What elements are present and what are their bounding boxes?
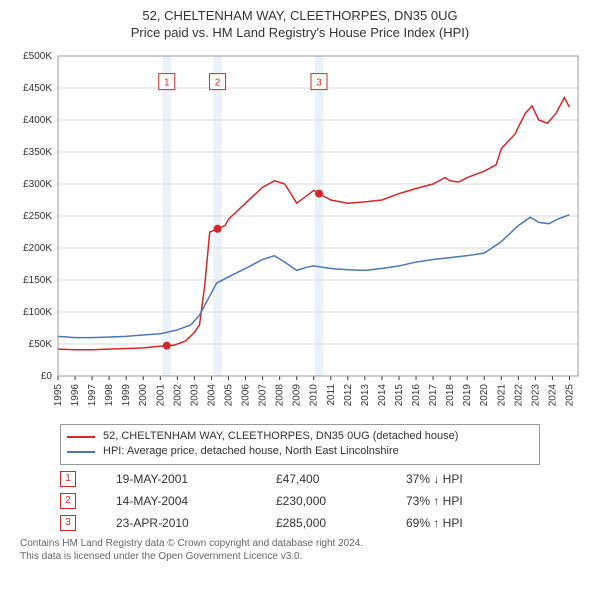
- svg-text:2003: 2003: [189, 383, 200, 406]
- svg-text:1997: 1997: [87, 383, 98, 406]
- svg-text:2002: 2002: [172, 383, 183, 406]
- svg-text:£0: £0: [41, 371, 53, 382]
- event-marker-num: 2: [215, 77, 221, 88]
- legend-row: 52, CHELTENHAM WAY, CLEETHORPES, DN35 0U…: [67, 429, 533, 444]
- svg-text:2013: 2013: [360, 383, 371, 406]
- svg-text:2022: 2022: [513, 383, 524, 406]
- event-dot: [315, 189, 323, 197]
- svg-text:£100K: £100K: [23, 307, 52, 318]
- svg-text:2009: 2009: [292, 383, 303, 406]
- event-marker-num: 1: [164, 77, 170, 88]
- svg-text:2008: 2008: [275, 383, 286, 406]
- event-marker: 3: [60, 515, 76, 531]
- event-price: £285,000: [276, 516, 366, 530]
- svg-text:£450K: £450K: [23, 83, 52, 94]
- svg-text:£50K: £50K: [29, 339, 53, 350]
- svg-text:1996: 1996: [70, 383, 81, 406]
- legend-row: HPI: Average price, detached house, Nort…: [67, 444, 533, 459]
- svg-text:£350K: £350K: [23, 147, 52, 158]
- chart-area: £0 £50K £100K £150K £200K £250K £300K £350K £400…: [10, 46, 590, 416]
- svg-text:2021: 2021: [496, 383, 507, 406]
- legend-swatch: [67, 436, 95, 438]
- svg-text:1995: 1995: [53, 383, 64, 406]
- legend-label: 52, CHELTENHAM WAY, CLEETHORPES, DN35 0U…: [103, 429, 458, 444]
- svg-text:2004: 2004: [206, 383, 217, 406]
- event-dot: [163, 342, 171, 350]
- svg-text:£250K: £250K: [23, 211, 52, 222]
- legend: 52, CHELTENHAM WAY, CLEETHORPES, DN35 0U…: [60, 424, 540, 465]
- svg-text:2018: 2018: [445, 383, 456, 406]
- event-row: 3 23-APR-2010 £285,000 69% ↑ HPI: [60, 515, 590, 531]
- legend-swatch: [67, 451, 95, 453]
- svg-text:1999: 1999: [121, 383, 132, 406]
- svg-text:2020: 2020: [479, 383, 490, 406]
- svg-text:£300K: £300K: [23, 179, 52, 190]
- event-pct: 37% ↓ HPI: [406, 472, 496, 486]
- legend-label: HPI: Average price, detached house, Nort…: [103, 444, 399, 459]
- footer-line-1: Contains HM Land Registry data © Crown c…: [20, 537, 590, 550]
- event-marker: 2: [60, 493, 76, 509]
- svg-text:2011: 2011: [326, 383, 337, 405]
- svg-text:2023: 2023: [530, 383, 541, 406]
- event-date: 19-MAY-2001: [116, 472, 236, 486]
- svg-text:1998: 1998: [104, 383, 115, 406]
- svg-text:2005: 2005: [223, 383, 234, 406]
- svg-text:2017: 2017: [428, 383, 439, 406]
- svg-text:2024: 2024: [547, 383, 558, 406]
- event-pct: 73% ↑ HPI: [406, 494, 496, 508]
- chart-subtitle: Price paid vs. HM Land Registry's House …: [10, 25, 590, 40]
- event-marker: 1: [60, 471, 76, 487]
- event-pct: 69% ↑ HPI: [406, 516, 496, 530]
- svg-text:2012: 2012: [343, 383, 354, 406]
- event-price: £230,000: [276, 494, 366, 508]
- event-row: 1 19-MAY-2001 £47,400 37% ↓ HPI: [60, 471, 590, 487]
- svg-text:2007: 2007: [258, 383, 269, 406]
- event-date: 14-MAY-2004: [116, 494, 236, 508]
- svg-text:2001: 2001: [155, 383, 166, 406]
- footer-line-2: This data is licensed under the Open Gov…: [20, 550, 590, 563]
- svg-text:2014: 2014: [377, 383, 388, 406]
- svg-text:2015: 2015: [394, 383, 405, 406]
- svg-text:2016: 2016: [411, 383, 422, 406]
- event-row: 2 14-MAY-2004 £230,000 73% ↑ HPI: [60, 493, 590, 509]
- svg-text:2006: 2006: [241, 383, 252, 406]
- event-marker-num: 3: [316, 77, 322, 88]
- svg-text:2019: 2019: [462, 383, 473, 406]
- svg-text:£500K: £500K: [23, 51, 52, 62]
- event-table: 1 19-MAY-2001 £47,400 37% ↓ HPI 2 14-MAY-2004…: [60, 471, 590, 531]
- svg-text:2000: 2000: [138, 383, 149, 406]
- event-price: £47,400: [276, 472, 366, 486]
- svg-text:2025: 2025: [564, 383, 575, 406]
- svg-text:£200K: £200K: [23, 243, 52, 254]
- svg-text:£150K: £150K: [23, 275, 52, 286]
- footer: Contains HM Land Registry data © Crown c…: [20, 537, 590, 563]
- svg-text:£400K: £400K: [23, 115, 52, 126]
- event-dot: [214, 225, 222, 233]
- svg-text:2010: 2010: [309, 383, 320, 406]
- chart-title: 52, CHELTENHAM WAY, CLEETHORPES, DN35 0U…: [10, 8, 590, 25]
- chart-svg: £0 £50K £100K £150K £200K £250K £300K £350K £400…: [10, 46, 590, 416]
- event-date: 23-APR-2010: [116, 516, 236, 530]
